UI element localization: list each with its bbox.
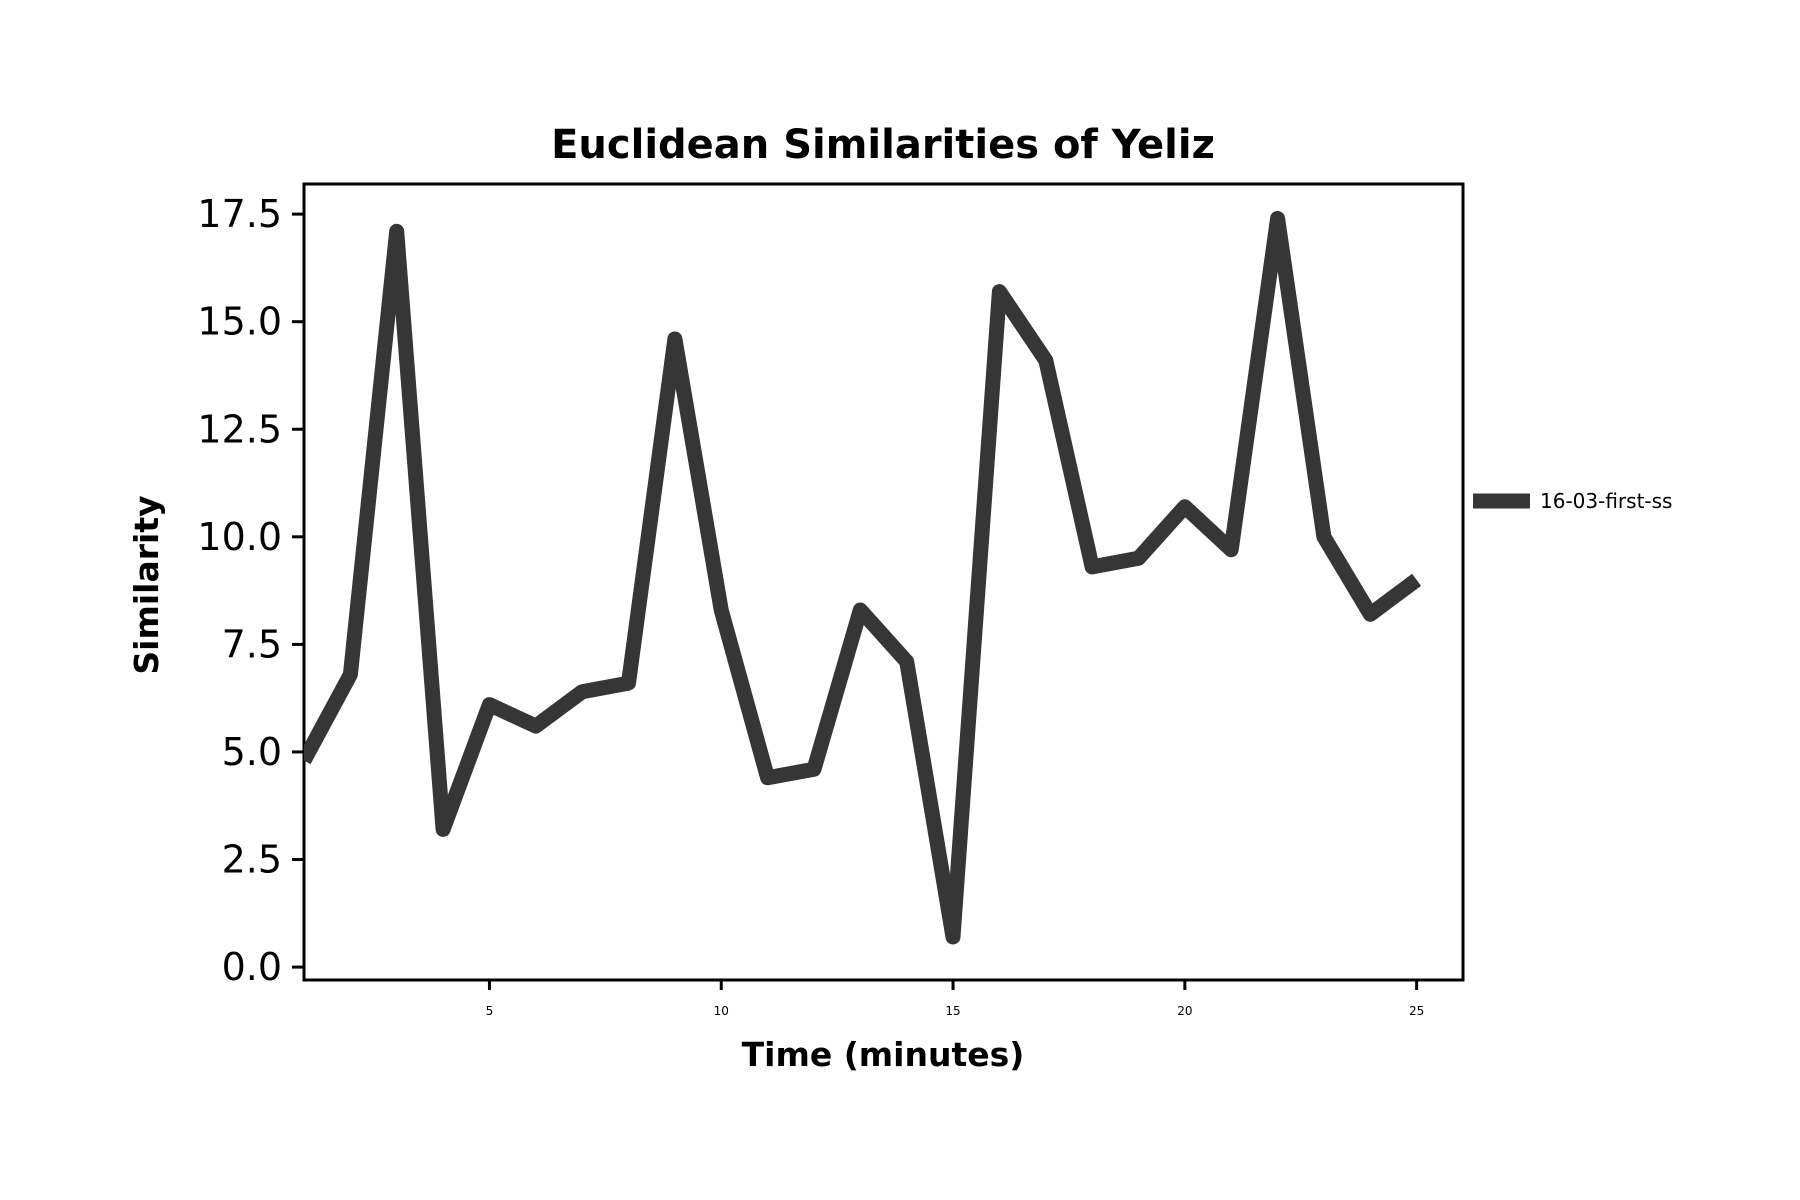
series-line bbox=[304, 210, 1422, 945]
y-tick-label: 15.0 bbox=[197, 300, 282, 344]
y-tick-label: 2.5 bbox=[222, 838, 282, 882]
y-tick-label: 7.5 bbox=[222, 622, 282, 666]
x-tick-label: 10 bbox=[714, 1004, 729, 1018]
y-tick-label: 5.0 bbox=[222, 730, 282, 774]
x-axis-label: Time (minutes) bbox=[742, 1035, 1025, 1074]
y-tick-label: 17.5 bbox=[197, 192, 282, 236]
legend: 16-03-first-ss bbox=[1473, 489, 1672, 513]
x-tick-label: 15 bbox=[945, 1004, 960, 1018]
y-tick-label: 12.5 bbox=[197, 407, 282, 451]
chart-title: Euclidean Similarities of Yeliz bbox=[551, 122, 1215, 168]
legend-label: 16-03-first-ss bbox=[1540, 489, 1672, 513]
series-layer bbox=[304, 210, 1422, 945]
x-axis: 5 10 15 20 25 bbox=[486, 980, 1424, 1018]
plot-area-frame bbox=[302, 182, 1465, 982]
y-axis: 0.0 2.5 5.0 7.5 10.0 12.5 15.0 17.5 bbox=[197, 192, 304, 989]
y-axis-label: Similarity bbox=[127, 495, 166, 674]
y-tick-label: 0.0 bbox=[222, 945, 282, 989]
x-tick-label: 20 bbox=[1177, 1004, 1192, 1018]
x-tick-label: 25 bbox=[1409, 1004, 1424, 1018]
y-tick-label: 10.0 bbox=[197, 515, 282, 559]
x-tick-label: 5 bbox=[486, 1004, 494, 1018]
